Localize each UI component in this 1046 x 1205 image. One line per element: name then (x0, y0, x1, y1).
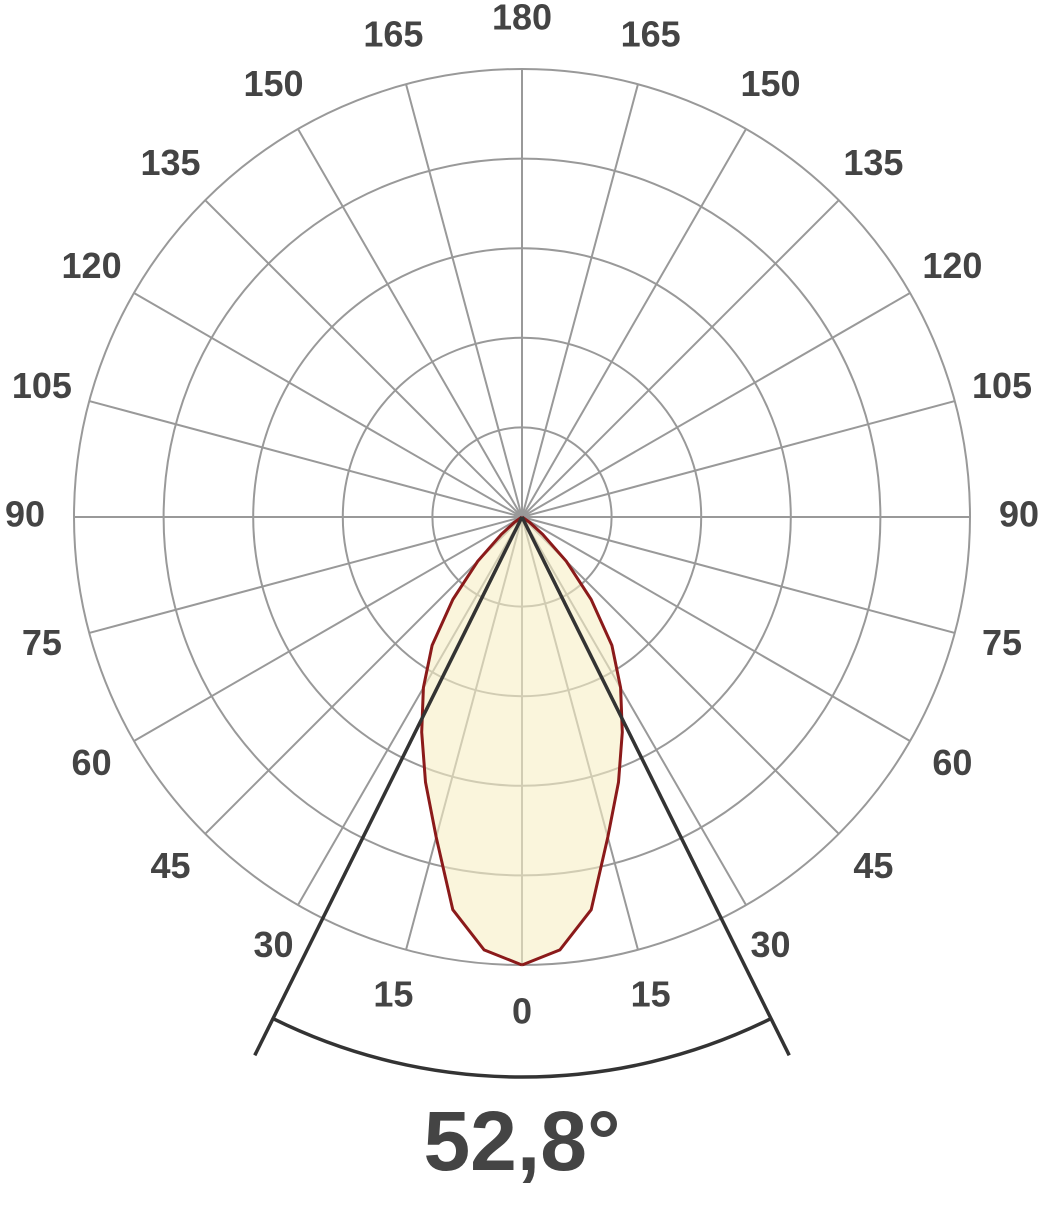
spoke (89, 516, 523, 634)
spoke (521, 516, 840, 835)
angle-label: 60 (72, 742, 112, 783)
angle-label: 135 (843, 142, 903, 183)
angle-label: 45 (853, 845, 893, 886)
angle-label: 15 (373, 974, 413, 1015)
angle-label: 165 (621, 13, 681, 54)
angle-label: 120 (922, 245, 982, 286)
angle-label: 15 (631, 974, 671, 1015)
spoke (521, 199, 840, 518)
spoke (405, 84, 523, 518)
angle-label: 135 (141, 142, 201, 183)
intensity-curve (420, 515, 523, 967)
angle-label: 105 (12, 365, 72, 406)
spoke (521, 292, 911, 518)
angle-label: 90 (999, 494, 1039, 535)
spoke (521, 400, 955, 518)
spoke (297, 128, 523, 518)
spoke (204, 516, 523, 835)
beam-line (253, 516, 524, 1057)
angle-label: 45 (151, 845, 191, 886)
spoke (133, 292, 523, 518)
intensity-area (421, 517, 522, 965)
angle-label: 75 (982, 622, 1022, 663)
spoke (521, 516, 955, 634)
angle-label: 180 (492, 0, 552, 38)
beam-arc (272, 1017, 772, 1079)
angle-label: 0 (512, 991, 532, 1032)
angle-label: 60 (932, 742, 972, 783)
beam-angle-label: 52,8° (423, 1094, 620, 1188)
spoke (89, 400, 523, 518)
intensity-area (522, 517, 623, 965)
angle-label: 150 (740, 63, 800, 104)
spoke (521, 516, 911, 742)
angle-label: 75 (22, 622, 62, 663)
angle-label: 90 (5, 494, 45, 535)
spoke (133, 516, 523, 742)
spoke (204, 199, 523, 518)
angle-label: 120 (62, 245, 122, 286)
angle-label: 105 (972, 365, 1032, 406)
angle-label: 165 (363, 13, 423, 54)
angle-label: 30 (750, 924, 790, 965)
spoke (521, 84, 639, 518)
intensity-curve (521, 515, 624, 967)
angle-label: 150 (243, 63, 303, 104)
beam-line (520, 516, 791, 1057)
angle-label: 30 (253, 924, 293, 965)
spoke (521, 128, 747, 518)
